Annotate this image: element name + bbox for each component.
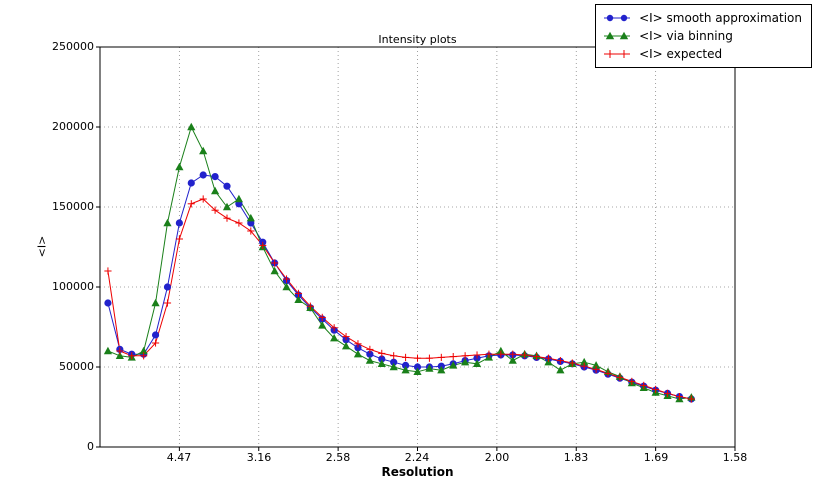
- circle-marker: [187, 179, 195, 187]
- x-tick-label: 2.24: [404, 451, 430, 464]
- triangle-marker: [413, 367, 422, 375]
- triangle-marker-sample-icon: [604, 31, 631, 40]
- triangle-marker: [115, 351, 124, 359]
- triangle-marker: [151, 298, 160, 307]
- circle-marker: [151, 331, 160, 339]
- triangle-marker: [472, 359, 482, 367]
- legend-label: <I> expected: [639, 47, 723, 61]
- triangle-marker: [187, 122, 196, 131]
- circle-marker: [163, 283, 172, 291]
- y-tick-label: 200000: [52, 120, 94, 133]
- chart-title: Intensity plots: [378, 33, 457, 46]
- triangle-marker: [580, 357, 589, 366]
- triangle-marker: [294, 295, 303, 303]
- plot-frame: [99, 46, 736, 448]
- x-tick-label: 1.58: [722, 451, 748, 464]
- triangle-marker: [425, 364, 434, 372]
- x-tick-label: 2.00: [484, 451, 510, 464]
- legend-entry-expected: <I> expected: [602, 45, 802, 63]
- circle-marker: [199, 171, 207, 179]
- legend-entry-via-binning: <I> via binning: [602, 27, 802, 45]
- x-tick-label: 1.69: [643, 451, 669, 464]
- legend: <I> smooth approximation <I> via binning…: [595, 4, 812, 68]
- circle-marker: [223, 182, 231, 190]
- triangle-marker: [330, 333, 339, 342]
- triangle-marker: [234, 194, 244, 203]
- triangle-marker: [389, 362, 398, 371]
- x-tick-label: 2.58: [325, 451, 351, 464]
- y-tick-label: 250000: [52, 40, 94, 53]
- triangle-marker: [341, 341, 351, 350]
- triangle-marker: [496, 346, 505, 355]
- circle-marker: [211, 173, 219, 181]
- triangle-marker: [246, 213, 255, 222]
- legend-label: <I> smooth approximation: [639, 11, 802, 25]
- circle-marker: [175, 219, 183, 227]
- triangle-marker: [353, 349, 363, 358]
- triangle-marker: [401, 365, 410, 374]
- triangle-marker: [556, 365, 565, 374]
- triangle-marker: [449, 361, 458, 369]
- x-axis-label: Resolution: [381, 465, 454, 479]
- triangle-marker: [222, 202, 232, 211]
- plus-marker-sample-icon: [604, 50, 631, 58]
- legend-label: <I> via binning: [639, 29, 733, 43]
- triangle-marker: [365, 356, 374, 364]
- triangle-marker: [377, 359, 386, 367]
- triangle-marker: [318, 321, 327, 329]
- triangle-marker: [210, 186, 220, 195]
- circle-marker: [104, 299, 112, 307]
- x-tick-label: 4.47: [166, 451, 192, 464]
- y-tick-label: 0: [87, 440, 94, 453]
- y-tick-label: 50000: [59, 360, 94, 373]
- legend-entry-smooth-approximation: <I> smooth approximation: [602, 9, 802, 27]
- y-axis-label: <I>: [35, 235, 49, 258]
- triangle-marker: [508, 356, 517, 364]
- x-tick-label: 3.16: [246, 451, 272, 464]
- triangle-marker: [139, 346, 148, 355]
- triangle-marker: [103, 346, 113, 355]
- triangle-marker: [282, 282, 291, 291]
- circle-marker-sample-icon: [604, 14, 631, 22]
- triangle-marker: [163, 218, 172, 227]
- triangle-marker: [270, 266, 279, 275]
- x-tick-label: 1.83: [563, 451, 589, 464]
- triangle-marker: [175, 162, 184, 171]
- y-tick-label: 100000: [52, 280, 94, 293]
- y-tick-label: 150000: [52, 200, 94, 213]
- triangle-marker: [199, 146, 208, 155]
- triangle-marker: [437, 365, 446, 374]
- triangle-marker: [591, 361, 601, 369]
- triangle-marker: [461, 357, 470, 366]
